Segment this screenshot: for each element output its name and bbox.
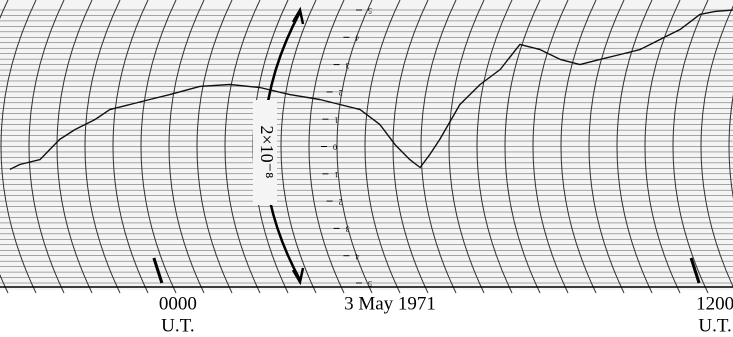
y-tick-label: 0	[333, 143, 337, 152]
x-tick-label: 0000	[159, 293, 197, 314]
chart: 3 May 1971 2×10⁻⁸ 543210123450000U.T.120…	[0, 0, 733, 337]
x-unit-label: U.T.	[161, 315, 194, 336]
y-tick-label: 1	[334, 115, 338, 124]
chart-title: 3 May 1971	[344, 293, 436, 314]
y-tick-label: 3	[346, 225, 350, 234]
y-tick-label: 4	[355, 33, 359, 42]
y-tick-label: 2	[339, 197, 343, 206]
y-tick-label: 4	[355, 252, 359, 261]
x-unit-label: U.T.	[698, 315, 731, 336]
y-tick-label: 5	[368, 6, 372, 15]
y-tick-label: 5	[368, 279, 372, 288]
annotation: 2×10⁻⁸	[257, 126, 277, 179]
y-tick-label: 1	[334, 170, 338, 179]
chart-paper	[0, 0, 733, 290]
y-tick-label: 2	[339, 88, 343, 97]
x-tick-label: 1200	[696, 293, 733, 314]
y-tick-label: 3	[346, 61, 350, 70]
